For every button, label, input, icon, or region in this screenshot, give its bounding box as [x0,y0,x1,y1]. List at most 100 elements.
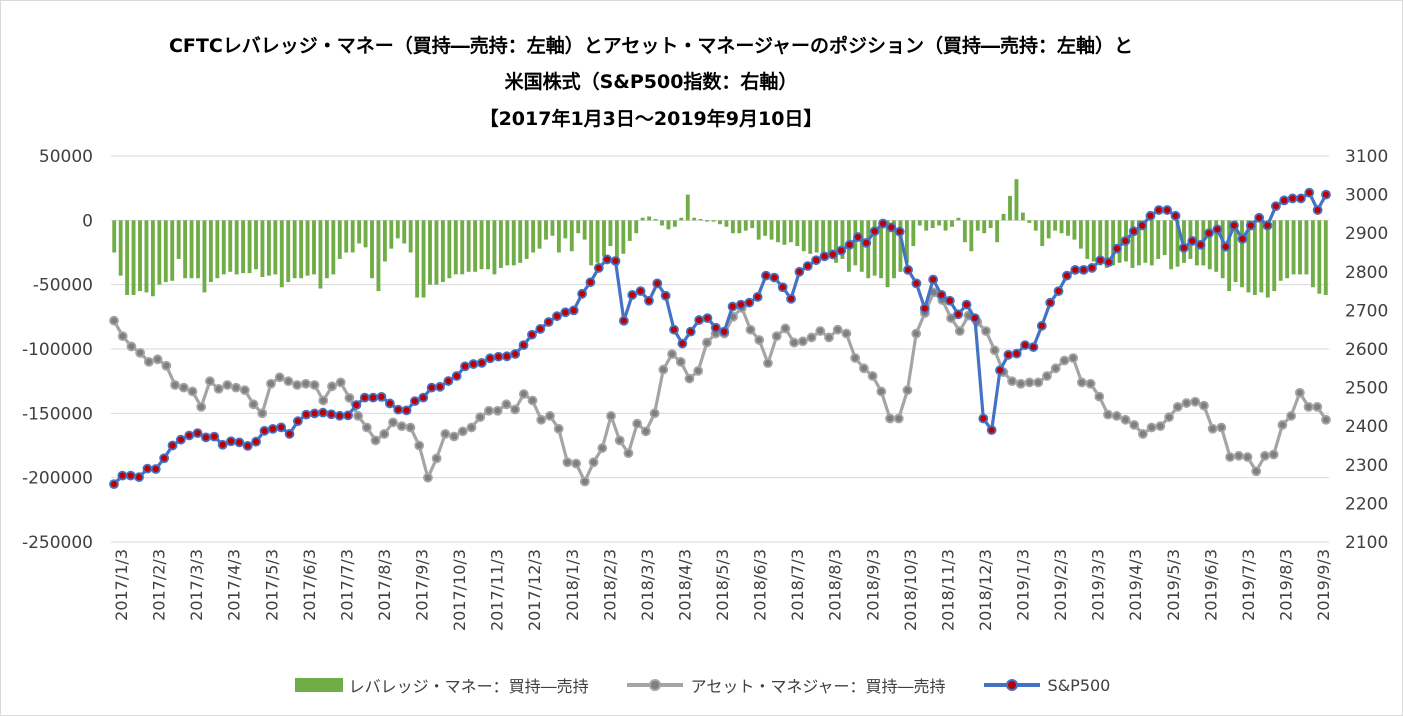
asset-manager-point [1216,422,1227,433]
bar-mark [885,220,890,288]
sp500-point [1103,257,1114,268]
bar-mark [956,217,961,221]
asset-manager-point [1007,376,1018,387]
sp500-point [1262,220,1273,231]
x-tick-label: 2018/1/3 [563,549,582,621]
asset-manager-point [1251,466,1262,477]
bar-mark [382,220,387,262]
bar-mark [531,220,536,253]
sp500-point [819,251,830,262]
bar-mark [866,220,871,279]
chart-title-line-3: 【2017年1月3日～2019年9月10日】 [479,108,823,130]
bar-mark [840,220,845,259]
asset-manager-point [571,458,582,469]
bar-mark [440,220,445,283]
sp500-point [201,432,211,443]
bar-mark [569,220,574,252]
sp500-point [1179,242,1189,253]
sp500-point [292,416,303,427]
sp500-point [167,440,178,451]
sp500-point [1120,236,1131,246]
asset-manager-point [1233,450,1244,461]
asset-manager-point [1033,377,1044,388]
asset-manager-point [1294,387,1305,398]
bar-mark [730,220,735,234]
bar-mark [434,220,439,285]
y-right-tick-label: 3000 [1345,186,1388,206]
bar-mark [524,220,529,259]
bar-mark [1085,220,1090,259]
sp500-point [150,464,161,474]
asset-manager-point [518,389,529,399]
x-tick-label: 2017/3/3 [187,549,206,621]
asset-manager-point [353,411,364,421]
bar-mark [189,220,194,279]
asset-manager-point [902,385,913,396]
sp500-point [1270,201,1281,212]
legend-label-leveraged: レバレッジ・マネー：買持―売持 [348,677,589,696]
y-right-tick-label: 2900 [1345,224,1388,244]
sp500-point [368,392,379,403]
sp500-point [777,282,788,293]
asset-manager-point [1120,414,1131,425]
bar-mark [1136,220,1141,266]
bar-mark [221,220,226,275]
sp500-point [518,340,529,351]
x-tick-label: 2017/2/3 [150,549,169,621]
asset-manager-point [388,417,398,428]
bar-mark [118,220,123,276]
asset-manager-point [981,326,991,336]
asset-manager-point [675,356,686,367]
sp500-point [1036,320,1047,331]
asset-manager-point [850,353,861,363]
bar-mark [1130,220,1135,268]
y-left-tick-label: -200000 [22,469,93,489]
bar-mark [1214,220,1219,272]
bar-mark [473,220,478,272]
sp500-point [1137,220,1148,231]
bar-mark [647,216,652,221]
x-tick-label: 2018/12/3 [976,549,995,631]
sp500-point [903,264,913,275]
legend-item-asset-manager[interactable]: アセット・マネジャー：買持―売持 [625,673,946,697]
sp500-point [226,436,236,447]
bar-mark [582,220,587,240]
x-tick-label: 2019/9/3 [1314,549,1333,621]
legend-item-leveraged[interactable]: レバレッジ・マネー：買持―売持 [294,673,589,697]
asset-manager-point [815,326,826,336]
asset-manager-point [492,405,503,416]
asset-manager-point [553,423,564,434]
bar-mark [943,220,948,231]
y-left-tick-label: -100000 [22,340,93,360]
asset-manager-point [1242,452,1253,462]
sp500-point [1170,210,1181,221]
asset-manager-point [109,315,119,326]
bar-mark [563,220,568,239]
bar-mark [150,220,155,297]
sp500-point [1195,239,1206,250]
sp500-point [418,392,429,403]
sp500-point [961,299,972,310]
sp500-point [552,311,562,322]
sp500-point [1287,193,1298,204]
sp500-point [1245,220,1256,231]
bar-mark [692,217,697,221]
bar-mark [1259,220,1264,293]
bar-mark [363,220,368,248]
asset-manager-point [222,380,233,390]
bar-mark [286,220,291,283]
bar-mark [782,220,787,245]
asset-manager-point [405,422,416,433]
bar-mark [634,220,639,234]
x-tick-label: 2018/2/3 [600,549,619,621]
bar-mark [273,220,278,275]
sp500-point [117,470,128,481]
asset-manager-point [1190,396,1201,407]
sp500-point [159,453,170,464]
legend-item-sp500[interactable]: S&P500 [982,676,1110,695]
bar-mark [202,220,207,293]
asset-manager-point [117,331,128,342]
bar-mark [505,220,510,266]
sp500-point [802,261,813,271]
